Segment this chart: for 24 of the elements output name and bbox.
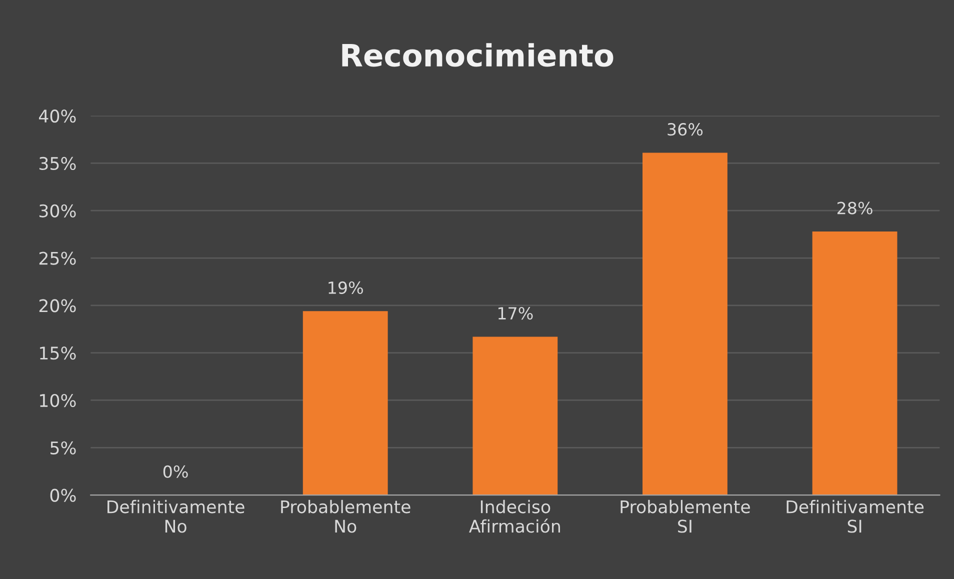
x-tick-label: Indeciso Afirmación [469,500,560,533]
data-label: 19% [328,281,363,294]
y-tick-label: 15% [40,346,76,360]
y-tick-label: 30% [39,204,76,218]
y-tick-label: 40% [39,110,76,123]
x-tick-label: Probablemente SI [620,500,750,533]
x-tick-label: Probablemente No [281,500,410,533]
y-tick-label: 35% [39,156,76,170]
x-tick-label: Definitivamente No [108,500,244,533]
data-label: 36% [668,123,703,136]
data-label: 0% [163,465,188,478]
y-tick-label: 10% [40,394,76,408]
y-tick-label: 25% [39,252,76,265]
bar [302,311,388,496]
data-label: 17% [498,306,533,320]
y-tick-label: 0% [50,488,76,502]
y-tick-label: 5% [50,441,76,454]
bar [812,231,898,496]
bar [472,336,558,496]
x-tick-label: Definitivamente SI [786,500,924,533]
y-tick-label: 20% [39,299,76,312]
chart-title: Reconocimiento [342,43,614,67]
bar [642,152,728,496]
data-label: 28% [837,202,872,214]
